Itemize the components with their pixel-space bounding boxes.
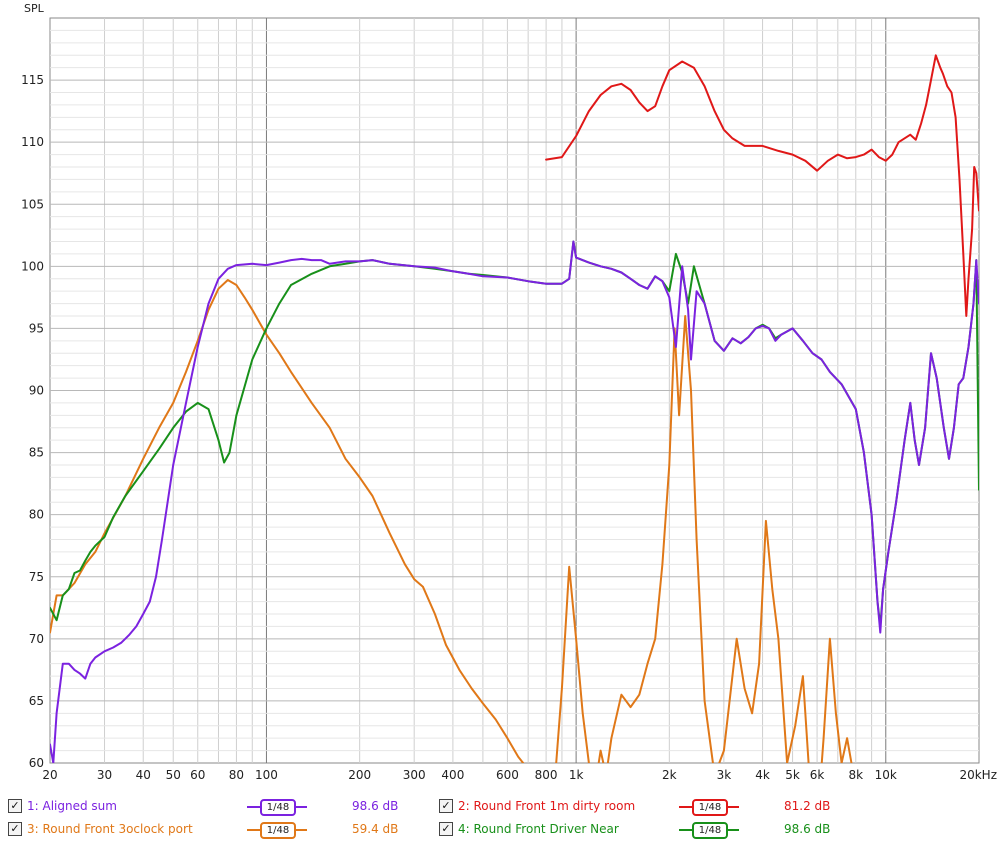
- y-tick-label: 60: [29, 756, 44, 770]
- x-tick-label: 600: [496, 768, 519, 782]
- series-1-checkbox[interactable]: ✓: [8, 799, 22, 813]
- y-axis-label: SPL: [24, 2, 45, 15]
- series-line-3[interactable]: [50, 279, 856, 790]
- grid-lines: [50, 18, 979, 763]
- x-tick-label: 2k: [662, 768, 677, 782]
- series-3-smoothing[interactable]: 1/48: [247, 820, 307, 839]
- y-tick-label: 75: [29, 570, 44, 584]
- x-tick-label: 1k: [569, 768, 584, 782]
- x-tick-label: 4k: [755, 768, 770, 782]
- x-tick-label: 8k: [848, 768, 863, 782]
- series-4-smoothing-label: 1/48: [692, 822, 728, 839]
- series-line-2[interactable]: [545, 54, 979, 317]
- series-1-value: 98.6 dB: [352, 799, 399, 813]
- axis-ticks: 60 65 70 75 80 85 90 95 100 105 110 115 20 30 40 50 60 80…: [21, 73, 997, 782]
- series-3-smoothing-label: 1/48: [260, 822, 296, 839]
- frequency-response-plot[interactable]: 60 65 70 75 80 85 90 95 100 105 110 115 20 30 40 50 60 80…: [0, 0, 1005, 790]
- series-2-smoothing-label: 1/48: [692, 799, 728, 816]
- series-2-name[interactable]: 2: Round Front 1m dirty room: [458, 799, 636, 813]
- series-1-smoothing-label: 1/48: [260, 799, 296, 816]
- x-tick-label: 800: [535, 768, 558, 782]
- series-2-smoothing[interactable]: 1/48: [679, 797, 739, 816]
- y-tick-label: 70: [29, 632, 44, 646]
- series-line-1[interactable]: [50, 240, 979, 764]
- x-tick-label: 6k: [810, 768, 825, 782]
- x-tick-label: 20kHz: [959, 768, 997, 782]
- y-tick-label: 65: [29, 694, 44, 708]
- x-tick-label: 200: [348, 768, 371, 782]
- x-tick-label: 300: [403, 768, 426, 782]
- y-tick-label: 100: [21, 259, 44, 273]
- y-tick-label: 110: [21, 135, 44, 149]
- x-tick-label: 3k: [717, 768, 732, 782]
- series-2-checkbox[interactable]: ✓: [439, 799, 453, 813]
- y-tick-label: 85: [29, 446, 44, 460]
- y-tick-label: 80: [29, 508, 44, 522]
- x-tick-label: 20: [42, 768, 57, 782]
- x-tick-label: 400: [441, 768, 464, 782]
- legend-row-2: ✓ 3: Round Front 3oclock port 1/48 59.4 …: [0, 819, 1005, 839]
- x-tick-label: 30: [97, 768, 112, 782]
- series-3-checkbox[interactable]: ✓: [8, 822, 22, 836]
- y-tick-label: 105: [21, 197, 44, 211]
- x-tick-label: 50: [166, 768, 181, 782]
- series-3-name[interactable]: 3: Round Front 3oclock port: [27, 822, 193, 836]
- x-tick-label: 100: [255, 768, 278, 782]
- x-tick-label: 5k: [785, 768, 800, 782]
- series-4-smoothing[interactable]: 1/48: [679, 820, 739, 839]
- x-tick-label: 10k: [875, 768, 897, 782]
- x-tick-label: 60: [190, 768, 205, 782]
- series-4-value: 98.6 dB: [784, 822, 831, 836]
- series-4-name[interactable]: 4: Round Front Driver Near: [458, 822, 619, 836]
- series-4-checkbox[interactable]: ✓: [439, 822, 453, 836]
- y-tick-label: 95: [29, 321, 44, 335]
- x-tick-label: 80: [229, 768, 244, 782]
- y-tick-label: 90: [29, 384, 44, 398]
- y-tick-label: 115: [21, 73, 44, 87]
- series-2-value: 81.2 dB: [784, 799, 831, 813]
- series-1-name[interactable]: 1: Aligned sum: [27, 799, 117, 813]
- legend-row-1: ✓ 1: Aligned sum 1/48 98.6 dB ✓ 2: Round…: [0, 796, 1005, 816]
- x-tick-label: 40: [136, 768, 151, 782]
- series-layer: [50, 54, 979, 790]
- series-3-value: 59.4 dB: [352, 822, 399, 836]
- series-1-smoothing[interactable]: 1/48: [247, 797, 307, 816]
